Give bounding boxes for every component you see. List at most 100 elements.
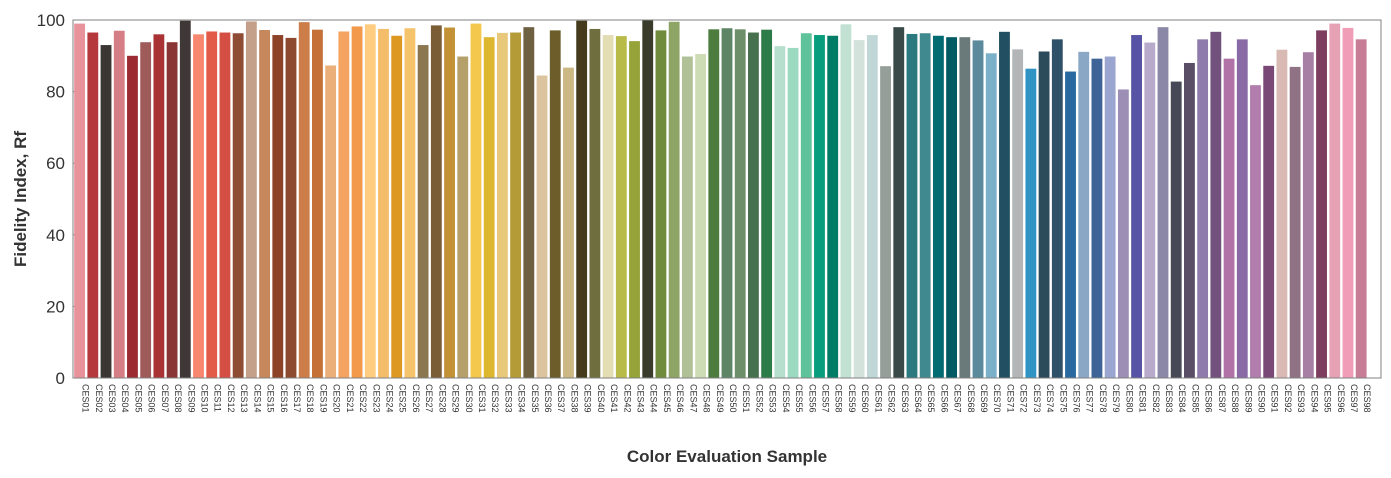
x-tick-label: CES21 [345,384,355,413]
bar-ces18 [298,22,310,379]
x-tick-label: CES24 [384,384,394,413]
x-tick-label: CES75 [1058,384,1068,413]
bar-ces71 [999,31,1010,379]
x-tick-label: CES36 [543,384,553,413]
bar-ces42 [615,36,627,379]
x-tick-label: CES02 [94,384,104,413]
x-tick-label: CES46 [675,384,685,413]
bar-ces49 [708,29,720,379]
bar-ces32 [483,37,495,379]
x-tick-label: CES05 [133,384,143,413]
x-tick-label: CES42 [622,384,632,413]
x-tick-label: CES66 [939,384,949,413]
bar-ces04 [113,30,125,379]
bar-ces81 [1131,35,1142,378]
x-axis-tick-labels: CES01 CES02 CES03 CES04 CES05 CES06 CES07 CES08… [81,384,1373,413]
x-tick-label: CES10 [200,384,210,413]
x-tick-label: CES39 [583,384,593,413]
bar-ces83 [1157,27,1169,378]
bar-ces28 [430,25,442,379]
bar-ces46 [668,21,680,378]
x-tick-label: CES80 [1124,384,1134,413]
bar-ces58 [827,35,839,378]
bar-ces88 [1223,58,1235,378]
x-tick-label: CES96 [1336,384,1346,413]
x-tick-label: CES35 [530,384,540,413]
x-tick-label: CES11 [213,384,223,412]
bar-ces11 [206,31,218,379]
bar-ces43 [629,41,640,379]
x-tick-label: CES13 [239,384,249,413]
bar-ces70 [985,53,997,378]
x-tick-label: CES93 [1296,384,1306,413]
x-tick-label: CES15 [266,384,276,413]
x-tick-label: CES37 [556,384,566,413]
bar-ces84 [1170,81,1182,378]
x-tick-label: CES69 [979,384,989,413]
bar-ces94 [1302,52,1314,378]
bar-ces12 [219,32,231,378]
x-tick-label: CES47 [688,384,698,413]
bar-ces19 [312,29,323,378]
bar-ces75 [1051,39,1063,378]
x-tick-label: CES85 [1190,384,1200,413]
x-tick-label: CES79 [1111,384,1121,413]
bar-ces21 [338,31,350,379]
bar-ces73 [1025,68,1037,378]
bar-ces15 [259,30,270,379]
bar-ces79 [1104,56,1116,379]
x-tick-label: CES94 [1309,384,1319,413]
bar-ces48 [695,54,706,378]
x-tick-label: CES56 [807,384,817,413]
bar-ces77 [1078,51,1090,379]
bar-ces29 [444,27,455,379]
x-tick-label: CES16 [279,384,289,413]
y-tick-label: 60 [46,154,65,173]
x-tick-label: CES92 [1283,384,1293,413]
x-tick-label: CES84 [1177,384,1187,413]
y-tick-label: 20 [46,297,65,316]
bar-ces78 [1091,58,1103,378]
x-tick-label: CES78 [1098,384,1108,413]
bar-ces26 [404,28,416,378]
bar-ces07 [153,34,165,378]
x-tick-label: CES57 [820,384,830,413]
x-tick-label: CES45 [662,384,672,413]
y-tick-label: 100 [37,11,65,30]
x-tick-label: CES43 [636,384,646,413]
bar-ces67 [946,37,958,379]
x-tick-label: CES81 [1138,384,1148,413]
x-tick-label: CES08 [173,384,183,413]
bar-ces14 [245,21,257,379]
bar-ces69 [972,40,984,378]
x-tick-label: CES87 [1217,384,1227,413]
bar-ces20 [325,65,337,378]
bar-ces53 [761,29,773,378]
x-tick-label: CES62 [887,384,897,413]
bar-ces90 [1250,85,1261,378]
x-tick-label: CES22 [358,384,368,413]
bar-ces08 [166,42,178,378]
x-tick-label: CES65 [926,384,936,413]
x-tick-label: CES74 [1045,384,1055,413]
bar-ces10 [193,34,204,378]
bar-ces64 [906,33,918,379]
y-tick-label: 80 [46,83,65,102]
bar-ces31 [470,23,482,379]
x-tick-label: CES20 [332,384,342,413]
bar-ces41 [602,35,614,378]
x-tick-label: CES04 [120,384,130,413]
bar-ces30 [457,56,469,379]
x-tick-label: CES95 [1323,384,1333,413]
x-tick-label: CES17 [292,384,302,413]
bar-ces95 [1316,30,1327,378]
x-tick-label: CES82 [1151,384,1161,413]
bar-ces62 [880,66,891,379]
x-axis-label: Color Evaluation Sample [627,447,827,466]
bar-ces47 [681,56,693,379]
bar-ces50 [721,28,733,378]
x-tick-label: CES64 [913,384,923,413]
x-tick-label: CES19 [318,384,328,413]
x-tick-label: CES29 [451,384,461,413]
